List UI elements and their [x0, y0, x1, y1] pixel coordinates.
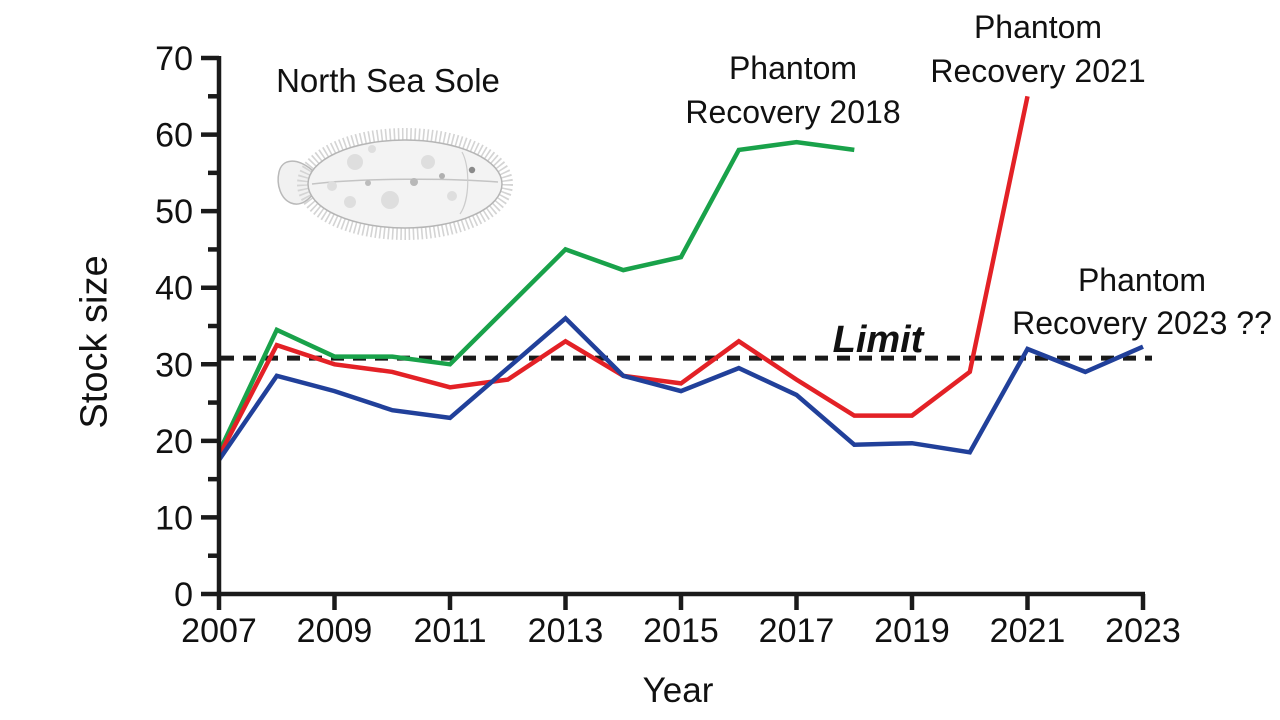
- series-line-blue: [217, 315, 1144, 462]
- x-tick-label: 2015: [643, 612, 719, 650]
- y-tick-label: 60: [155, 117, 193, 155]
- fish-spots: [327, 145, 457, 209]
- x-tick-label: 2009: [297, 612, 373, 650]
- y-tick-label: 40: [155, 270, 193, 308]
- annotation-line: Recovery 2021: [930, 53, 1146, 89]
- y-tick-label: 0: [174, 576, 193, 614]
- fish-fin-fringe: [297, 128, 513, 240]
- y-tick-label: 20: [155, 423, 193, 461]
- fish-gill-line: [459, 151, 469, 215]
- annotation-line: Recovery 2023 ??: [1012, 305, 1272, 341]
- annotation-line: Phantom: [728, 50, 858, 86]
- x-tick-label: 2021: [990, 612, 1066, 650]
- x-tick-label: 2011: [413, 612, 486, 650]
- fish-eye: [468, 166, 476, 174]
- annotation-line: Recovery 2018: [685, 94, 901, 130]
- axes-layer: [201, 55, 1146, 610]
- x-tick-label: 2017: [759, 612, 835, 650]
- y-tick-label: 70: [155, 40, 193, 78]
- x-tick-label: 2019: [874, 612, 950, 650]
- series-line-red: [217, 95, 1030, 458]
- series-line-green: [216, 139, 855, 454]
- fish-body: [307, 139, 503, 229]
- y-tick-label: 30: [155, 346, 193, 384]
- x-tick-label: 2023: [1105, 612, 1181, 650]
- tick-labels-layer: 0 10 20 30 40 50 60 70 2007 2009 2011 2013 2015 2017 2…: [155, 40, 1181, 650]
- x-tick-label: 2007: [181, 612, 257, 650]
- y-tick-label: 10: [155, 499, 193, 537]
- annotation-phantom-recovery-2018: Phantom Recovery 2018: [685, 46, 900, 134]
- annotation-line: Phantom: [973, 9, 1103, 45]
- y-tick-label: 50: [155, 193, 193, 231]
- annotation-phantom-recovery-2023: Phantom Recovery 2023 ??: [1012, 259, 1272, 345]
- x-axis-title: Year: [642, 671, 714, 710]
- y-axis-title: Stock size: [73, 255, 116, 429]
- series-lines-layer: [216, 95, 1144, 462]
- annotation-phantom-recovery-2021: Phantom Recovery 2021: [930, 5, 1145, 93]
- annotation-line: Phantom: [1077, 262, 1207, 298]
- fish-illustration: [277, 128, 513, 240]
- limit-label: Limit: [832, 319, 924, 361]
- chart-title: North Sea Sole: [276, 62, 500, 99]
- x-tick-label: 2013: [528, 612, 604, 650]
